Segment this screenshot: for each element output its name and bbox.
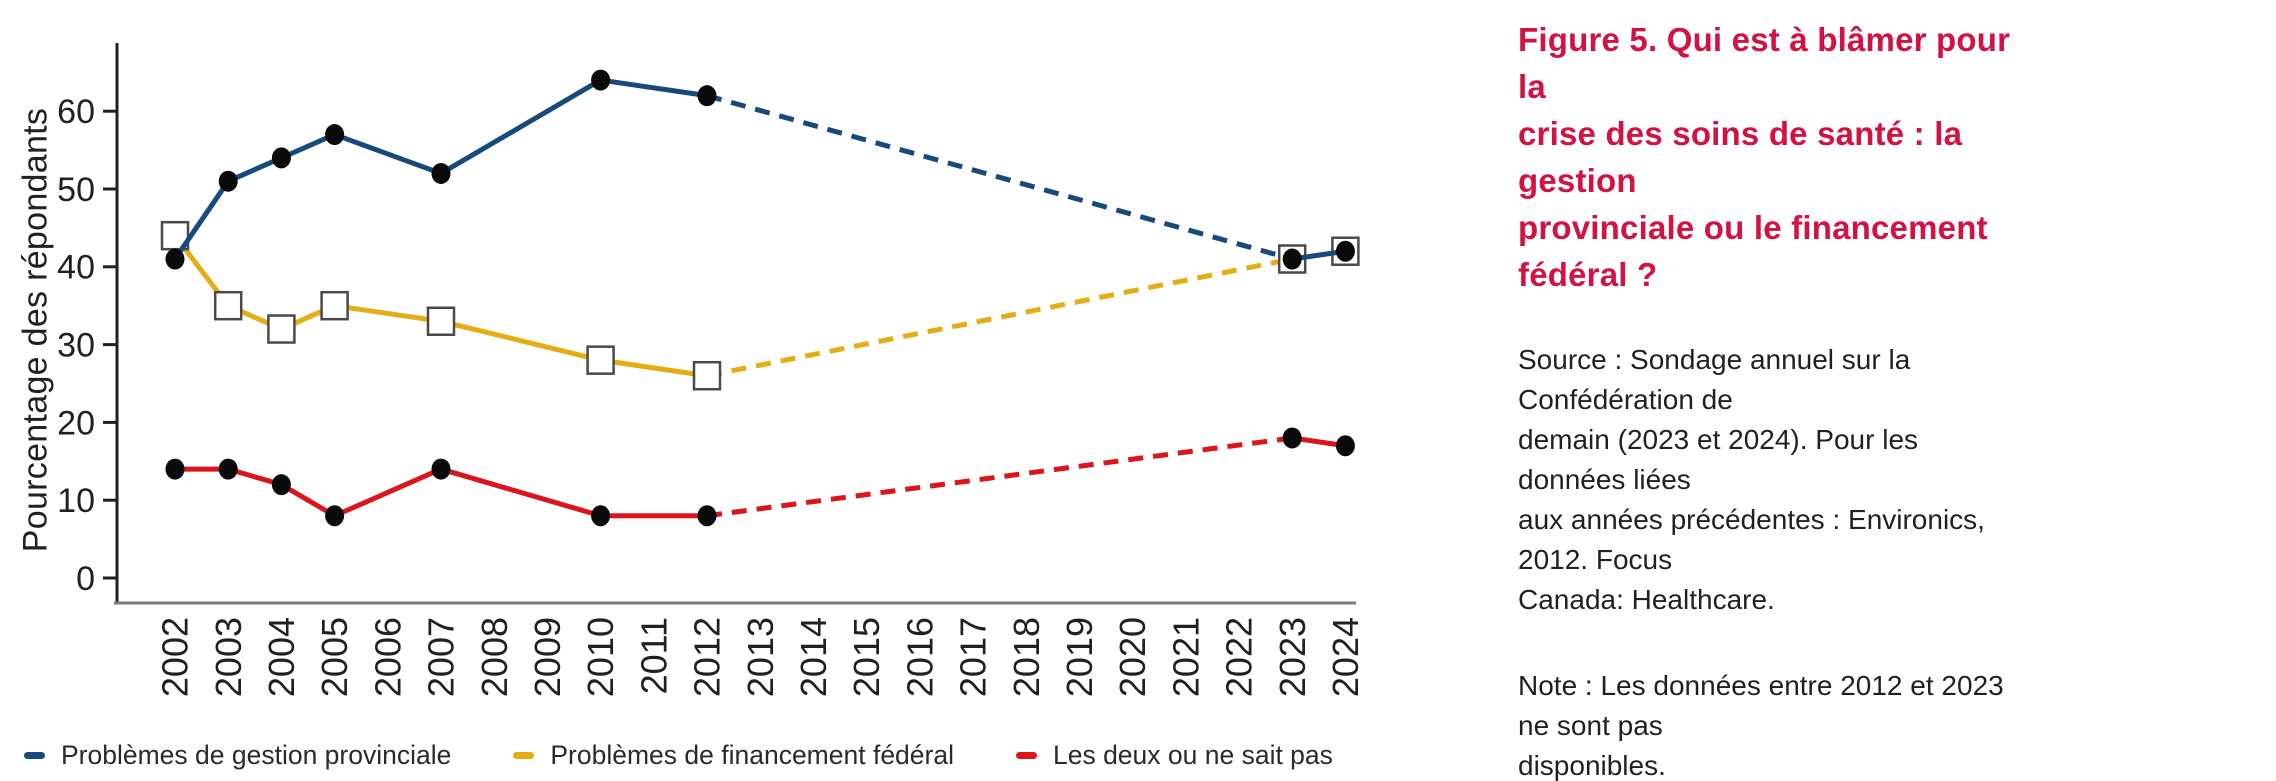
legend-swatch-icon [1015, 752, 1037, 759]
y-tick-label: 0 [76, 560, 95, 598]
x-tick-label: 2011 [633, 617, 674, 694]
figure-source: Source : Sondage annuel sur la Confédéra… [1518, 344, 1985, 615]
caption-panel: Figure 5. Qui est à blâmer pour la crise… [1518, 16, 2018, 781]
marker-dot [1335, 240, 1355, 262]
marker-dot [591, 505, 611, 527]
legend-swatch-icon [513, 752, 535, 759]
marker-dot [1282, 427, 1302, 449]
marker-dot [1335, 435, 1355, 457]
x-tick-label: 2014 [793, 617, 834, 697]
x-tick-label: 2003 [208, 617, 249, 697]
y-tick-label: 30 [57, 327, 95, 365]
x-tick-label: 2018 [1006, 617, 1047, 697]
series-line-dashed-gap [706, 435, 1293, 519]
marker-dot [325, 124, 345, 146]
x-tick-label: 2016 [899, 617, 940, 697]
marker-dot [271, 474, 291, 496]
x-tick-label: 2005 [314, 617, 355, 697]
chart-legend: Problèmes de gestion provinciale Problème… [24, 740, 1333, 771]
legend-item-1: Problèmes de gestion provinciale [24, 740, 451, 771]
x-tick-label: 2009 [527, 617, 568, 697]
marker-dot [431, 162, 451, 184]
y-tick-label: 60 [57, 93, 95, 131]
x-tick-label: 2023 [1272, 617, 1313, 697]
marker-dot [271, 147, 291, 169]
marker-dot [325, 505, 345, 527]
marker-dot [165, 248, 185, 270]
x-tick-label: 2013 [740, 617, 781, 697]
y-tick-label: 50 [57, 171, 95, 209]
series-3 [165, 427, 1355, 527]
legend-label: Les deux ou ne sait pas [1052, 740, 1333, 770]
marker-dot [165, 458, 185, 480]
marker-dot [591, 69, 611, 91]
x-tick-label: 2022 [1219, 617, 1260, 697]
series-line-dashed-gap [706, 256, 1293, 379]
x-tick-label: 2007 [421, 617, 462, 697]
x-tick-label: 2019 [1059, 617, 1100, 697]
y-tick-label: 40 [57, 249, 95, 287]
x-tick-label: 2012 [687, 617, 728, 697]
figure-title: Figure 5. Qui est à blâmer pour la crise… [1518, 21, 2011, 293]
legend-label: Problèmes de financement fédéral [550, 740, 954, 770]
line-chart: Pourcentage des répondants 0 10 20 30 40 50 60… [17, 43, 1366, 771]
y-tick-label: 10 [57, 482, 95, 520]
marker-square [320, 290, 349, 321]
marker-square [586, 345, 615, 375]
marker-dot [431, 458, 451, 480]
x-tick-label: 2024 [1325, 617, 1366, 697]
y-axis: 0 10 20 30 40 50 60 [57, 43, 119, 603]
x-tick-label: 2021 [1165, 617, 1206, 697]
marker-dot [1282, 248, 1302, 270]
x-axis: 2002 2003 2004 2005 2006 2007 2008 2009 2010 2011… [114, 601, 1366, 697]
marker-dot [218, 170, 238, 192]
figure-note: Note : Les données entre 2012 et 2023 ne… [1518, 670, 2004, 781]
x-tick-label: 2015 [846, 617, 887, 697]
marker-square [692, 360, 722, 391]
x-tick-label: 2010 [580, 617, 621, 697]
marker-square [426, 306, 456, 337]
x-tick-label: 2006 [367, 617, 408, 697]
marker-dot [697, 505, 717, 527]
y-tick-label: 20 [57, 404, 95, 442]
marker-dot [697, 85, 717, 107]
marker-square [267, 314, 296, 344]
x-tick-label: 2004 [261, 617, 302, 697]
legend-label: Problèmes de gestion provinciale [61, 740, 452, 770]
marker-dot [218, 458, 238, 480]
legend-item-3: Les deux ou ne sait pas [1015, 740, 1333, 771]
x-tick-label: 2017 [953, 617, 994, 697]
series-1 [165, 69, 1355, 270]
series-line-dashed-gap [706, 93, 1293, 262]
series-line-solid [173, 234, 708, 379]
series-2 [160, 220, 1360, 391]
x-tick-label: 2020 [1112, 617, 1153, 697]
legend-item-2: Problèmes de financement fédéral [513, 740, 954, 771]
x-tick-label: 2002 [155, 617, 196, 697]
legend-swatch-icon [24, 752, 45, 759]
marker-square [213, 290, 243, 321]
x-tick-label: 2008 [474, 617, 515, 697]
